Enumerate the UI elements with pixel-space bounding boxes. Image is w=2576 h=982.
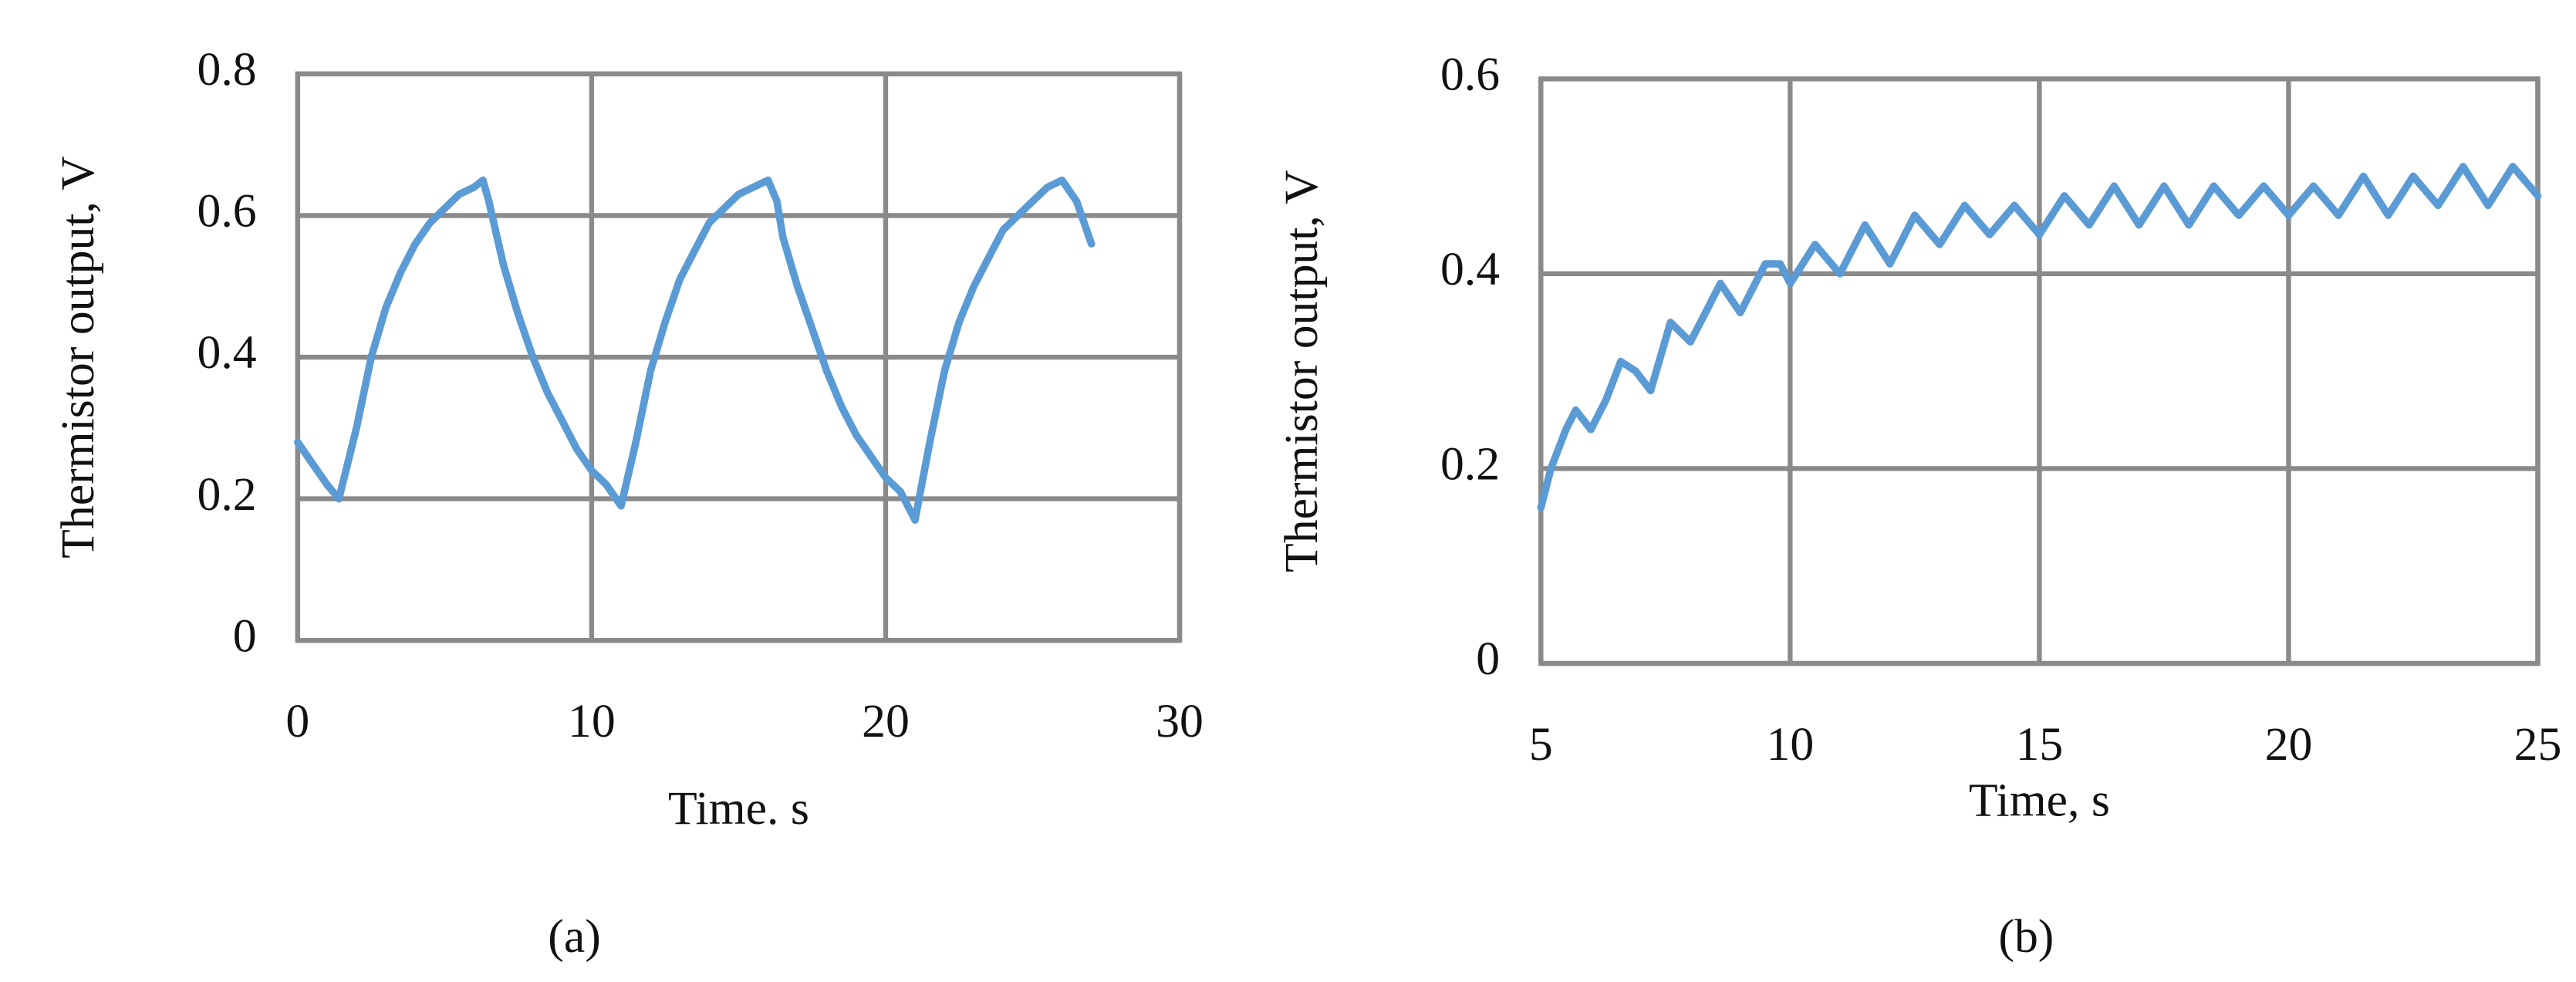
y-axis-label: Thermistor output, V bbox=[52, 156, 104, 558]
y-tick-label: 0.6 bbox=[197, 185, 256, 238]
x-tick-label: 10 bbox=[568, 695, 616, 747]
y-tick-label: 0.4 bbox=[197, 326, 256, 379]
panel-label: (b) bbox=[1998, 910, 2054, 963]
x-tick-label: 0 bbox=[285, 695, 309, 747]
y-tick-label: 0.2 bbox=[1440, 438, 1500, 491]
x-axis-label: Time, s bbox=[1969, 774, 2110, 826]
data-line bbox=[1537, 163, 2542, 511]
x-tick-label: 30 bbox=[1156, 695, 1204, 747]
y-tick-label: 0.6 bbox=[1440, 48, 1500, 100]
plot-frame bbox=[1538, 76, 2541, 666]
x-tick-label: 5 bbox=[1529, 718, 1553, 771]
x-axis-label: Time. s bbox=[668, 782, 809, 835]
y-axis-label: Thermistor output, V bbox=[1275, 170, 1328, 572]
x-tick-label: 10 bbox=[1767, 718, 1815, 771]
x-tick-label: 20 bbox=[2265, 718, 2313, 771]
y-tick-label: 0.8 bbox=[197, 43, 256, 96]
y-tick-label: 0 bbox=[233, 609, 257, 662]
y-tick-label: 0.2 bbox=[197, 468, 256, 521]
panel-label: (a) bbox=[548, 910, 600, 963]
x-tick-label: 20 bbox=[862, 695, 910, 747]
y-tick-label: 0 bbox=[1476, 633, 1500, 685]
data-line bbox=[294, 176, 1096, 524]
plot-frame bbox=[295, 71, 1183, 643]
y-tick-label: 0.4 bbox=[1440, 243, 1500, 295]
x-tick-label: 25 bbox=[2514, 718, 2562, 771]
x-tick-label: 15 bbox=[2016, 718, 2064, 771]
